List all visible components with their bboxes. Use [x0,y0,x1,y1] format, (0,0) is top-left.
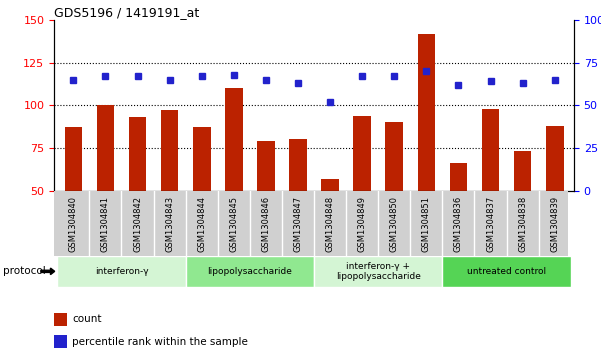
Bar [314,256,442,287]
Bar [481,109,499,191]
Text: GDS5196 / 1419191_at: GDS5196 / 1419191_at [54,6,200,19]
Text: GSM1304836: GSM1304836 [454,196,463,252]
Bar [257,141,275,191]
Text: lipopolysaccharide: lipopolysaccharide [207,267,292,276]
Bar [54,313,67,326]
Bar [186,256,314,287]
Text: GSM1304848: GSM1304848 [326,196,335,252]
Bar [450,163,467,191]
Text: GSM1304837: GSM1304837 [486,196,495,252]
Bar [546,126,564,191]
Bar [514,151,531,191]
Text: GSM1304851: GSM1304851 [422,196,431,252]
Bar [353,115,371,191]
Bar [64,127,82,191]
Text: GSM1304849: GSM1304849 [358,196,367,252]
Text: GSM1304841: GSM1304841 [101,196,110,252]
Text: interferon-γ +
lipopolysaccharide: interferon-γ + lipopolysaccharide [336,262,421,281]
Bar [54,335,67,348]
Bar [418,34,435,191]
Bar [57,256,186,287]
Text: interferon-γ: interferon-γ [95,267,148,276]
Text: GSM1304838: GSM1304838 [518,196,527,252]
Bar [129,117,147,191]
Text: GSM1304842: GSM1304842 [133,196,142,252]
Text: GSM1304843: GSM1304843 [165,196,174,252]
Text: GSM1304850: GSM1304850 [390,196,398,252]
Bar [442,256,571,287]
Bar [322,179,339,191]
Text: GSM1304840: GSM1304840 [69,196,78,252]
Text: GSM1304845: GSM1304845 [230,196,238,252]
Text: count: count [72,314,102,324]
Text: untreated control: untreated control [467,267,546,276]
Text: GSM1304846: GSM1304846 [261,196,270,252]
Text: GSM1304844: GSM1304844 [197,196,206,252]
Text: GSM1304839: GSM1304839 [550,196,559,252]
Bar [193,127,210,191]
Bar [225,88,243,191]
Text: percentile rank within the sample: percentile rank within the sample [72,337,248,347]
Bar [97,105,114,191]
Text: GSM1304847: GSM1304847 [293,196,302,252]
Bar [161,110,178,191]
Text: protocol: protocol [3,266,46,276]
Bar [289,139,307,191]
Bar [385,122,403,191]
